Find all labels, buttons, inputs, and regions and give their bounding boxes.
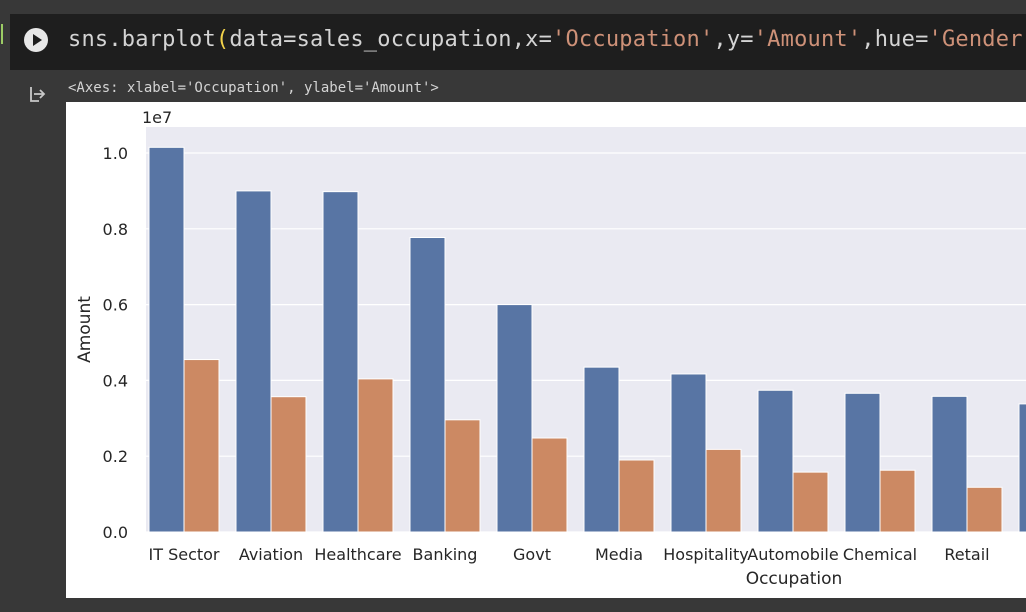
bar — [496, 304, 533, 533]
code-function: sns.barplot — [68, 27, 216, 52]
code-line[interactable]: sns.barplot(data=sales_occupation,x='Occ… — [68, 27, 1026, 52]
bar — [844, 392, 881, 533]
code-open-paren: ( — [215, 27, 230, 52]
bar — [357, 378, 394, 533]
bar — [235, 190, 272, 533]
bar — [705, 448, 742, 533]
y-axis-label: Amount — [75, 296, 95, 363]
code-arg-y: ,y= — [713, 27, 754, 52]
x-tick-label: Banking — [413, 545, 478, 564]
x-tick-label: Automobile — [747, 545, 838, 564]
x-tick-label: IT Sector — [148, 545, 219, 564]
x-tick-label: Media — [595, 545, 643, 564]
bar — [322, 191, 359, 533]
y-tick-label: 0.6 — [103, 296, 128, 315]
code-cell[interactable] — [10, 14, 1026, 70]
bar — [583, 366, 620, 533]
bar — [931, 395, 968, 533]
x-tick-label: Govt — [513, 545, 551, 564]
y-tick-label: 0.8 — [103, 220, 128, 239]
x-tick-label: Healthcare — [314, 545, 401, 564]
x-axis-label: Occupation — [746, 569, 843, 589]
x-tick-label: Chemical — [843, 545, 917, 564]
bar-partial — [1018, 403, 1026, 533]
code-string-y: 'Amount' — [753, 27, 862, 52]
bar — [444, 419, 481, 533]
y-tick-label: 0.0 — [103, 523, 128, 542]
y-tick-label: 0.4 — [103, 371, 128, 390]
bar — [409, 237, 446, 533]
bar — [792, 471, 829, 533]
bar — [670, 373, 707, 533]
code-string-x: 'Occupation' — [552, 27, 714, 52]
y-tick-label: 0.2 — [103, 447, 128, 466]
x-tick-label: Aviation — [239, 545, 303, 564]
code-string-hue: 'Gender' — [928, 27, 1026, 52]
play-icon — [33, 34, 42, 46]
bar — [148, 146, 185, 533]
bar — [757, 389, 794, 533]
chart-panel: 0.0 0.2 0.4 0.6 0.8 1.0 1e7 Amount IT Sector Avia… — [66, 102, 1026, 598]
run-cell-button[interactable] — [24, 28, 48, 52]
bar — [531, 437, 568, 533]
code-arg-hue: ,hue= — [861, 27, 929, 52]
bar — [270, 396, 307, 533]
y-tick-label: 1.0 — [103, 144, 128, 163]
x-tick-label: Hospitality — [663, 545, 748, 564]
bar — [879, 469, 916, 533]
y-offset-label: 1e7 — [142, 108, 172, 127]
bar — [618, 459, 655, 533]
bar-chart: 0.0 0.2 0.4 0.6 0.8 1.0 1e7 Amount IT Sector Avia… — [75, 108, 1026, 589]
bar — [183, 359, 220, 533]
bar — [966, 486, 1003, 533]
x-tick-label: Retail — [944, 545, 989, 564]
code-arg-data: data=sales_occupation,x= — [229, 27, 553, 52]
output-arrow-icon[interactable] — [28, 84, 48, 104]
output-text: <Axes: xlabel='Occupation', ylabel='Amou… — [68, 80, 439, 96]
cell-status-mark — [0, 24, 4, 44]
